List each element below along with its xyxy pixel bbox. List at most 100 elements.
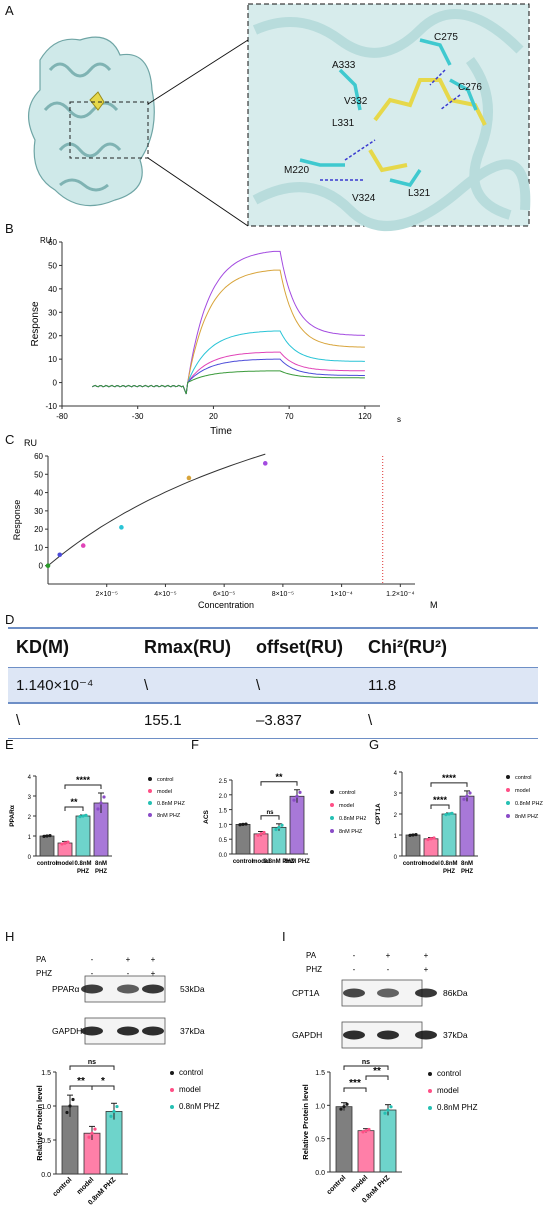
- table-row: \ 155.1 –3.837 \: [8, 704, 538, 738]
- x-tick-label: control: [52, 1176, 74, 1198]
- y-tick-label: 2: [394, 813, 398, 819]
- x-tick-label: control: [403, 861, 424, 867]
- protein-overview: [28, 36, 155, 207]
- zoom-line-bottom: [147, 157, 249, 227]
- panel-label-a: A: [5, 3, 14, 18]
- treatment-sign: +: [424, 951, 429, 960]
- y-unit-label: RU: [24, 438, 37, 448]
- replicate-dot: [241, 822, 245, 826]
- band-size-label: 53kDa: [180, 984, 205, 994]
- y-tick-label: 30: [48, 308, 57, 317]
- replicate-dot: [389, 1105, 393, 1109]
- replicate-dot: [81, 814, 85, 818]
- protein-band: [377, 988, 399, 998]
- replicate-dot: [367, 1127, 371, 1132]
- x-axis-label: Concentration: [198, 600, 254, 610]
- replicate-dot: [432, 836, 436, 840]
- table-rule: [8, 666, 538, 668]
- bar-chart-i: 0.0 0.5 1.0 1.5 Relative Protein level contro…: [301, 1059, 478, 1205]
- significance-bracket: [64, 784, 102, 789]
- legend-label: 0.8nM PHZ: [515, 801, 543, 807]
- y-tick-label: 30: [34, 507, 43, 516]
- y-axis-label: Response: [12, 500, 22, 541]
- treatment-sign: +: [151, 955, 156, 964]
- legend-label: 0.8nM PHZ: [179, 1102, 220, 1111]
- table-header-cell: Rmax(RU): [144, 637, 232, 657]
- x-tick-label: model: [422, 861, 440, 867]
- panel-label-e: E: [5, 737, 14, 752]
- replicate-dot: [48, 834, 52, 838]
- x-tick-label: -80: [56, 412, 68, 421]
- data-point: [57, 552, 63, 558]
- replicate-dot: [90, 1131, 94, 1135]
- treatment-sign: +: [424, 965, 429, 974]
- replicate-dot: [298, 790, 302, 794]
- treatment-label: PHZ: [36, 969, 52, 978]
- legend-label: model: [437, 1086, 459, 1095]
- significance-bracket: [260, 781, 298, 786]
- legend-label: 8nM PHZ: [157, 813, 181, 819]
- replicate-dot: [96, 807, 100, 811]
- bar: [405, 834, 421, 857]
- bar: [235, 824, 251, 855]
- y-tick-label: 0.0: [41, 1172, 51, 1179]
- treatment-label: PHZ: [306, 965, 322, 974]
- protein-band: [81, 1026, 103, 1036]
- bar: [379, 1109, 397, 1173]
- significance-bracket: [343, 1087, 367, 1092]
- protein-band: [142, 1026, 164, 1036]
- replicate-dot: [66, 840, 70, 844]
- table-cell: 11.8: [368, 676, 397, 694]
- x-tick-label: 8nM: [461, 861, 473, 867]
- panel-label-i: I: [282, 929, 286, 944]
- x-tick-label: model: [56, 861, 74, 867]
- data-point: [119, 525, 124, 530]
- legend-marker: [148, 813, 152, 817]
- y-tick-label: -10: [45, 402, 57, 411]
- sensorgram-series-line: [92, 370, 365, 395]
- y-tick-label: 1.5: [219, 809, 228, 815]
- x-unit-label: M: [430, 600, 438, 610]
- legend-marker: [506, 814, 510, 818]
- y-tick-label: 10: [48, 355, 57, 364]
- y-tick-label: 0.0: [315, 1170, 325, 1177]
- significance-label: ****: [433, 795, 448, 805]
- treatment-sign: +: [386, 951, 391, 960]
- table-cell: \: [256, 676, 261, 694]
- y-tick-label: 10: [34, 543, 43, 552]
- replicate-dot: [244, 822, 248, 826]
- table-rule: [8, 702, 538, 704]
- legend-label: model: [157, 789, 172, 795]
- legend-label: control: [179, 1068, 203, 1077]
- y-tick-label: 40: [48, 285, 57, 294]
- treatment-sign: +: [151, 969, 156, 978]
- significance-bracket: [430, 782, 468, 787]
- data-point: [80, 543, 86, 548]
- y-tick-label: 3: [394, 792, 398, 798]
- replicate-dot: [262, 830, 266, 835]
- bar: [335, 1106, 353, 1173]
- significance-bracket: [64, 806, 84, 811]
- treatment-sign: -: [353, 951, 356, 960]
- x-tick-label: PHZ: [95, 869, 107, 875]
- significance-bracket: [430, 804, 450, 809]
- bar: [459, 795, 475, 857]
- replicate-dot: [345, 1102, 349, 1106]
- significance-label: ****: [76, 775, 91, 785]
- legend-marker: [428, 1106, 432, 1110]
- fit-curve: [47, 453, 266, 567]
- y-tick-label: 1.5: [315, 1070, 325, 1077]
- y-tick-label: 0.5: [41, 1138, 51, 1145]
- legend-marker: [148, 801, 152, 805]
- y-tick-label: 1: [28, 835, 32, 841]
- legend-label: 0.8nM PHZ: [437, 1103, 478, 1112]
- replicate-dot: [63, 841, 67, 845]
- sensorgram-series-line: [92, 269, 365, 395]
- legend-marker: [330, 790, 334, 794]
- x-tick-label: PHZ: [461, 869, 473, 875]
- legend-label: model: [339, 803, 354, 809]
- panel-label-b: B: [5, 221, 14, 236]
- bar: [75, 815, 91, 857]
